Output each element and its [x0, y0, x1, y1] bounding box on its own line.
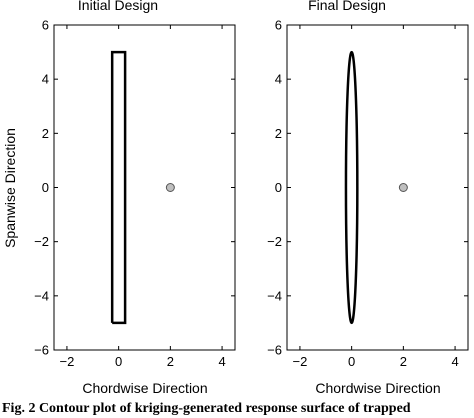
reference-point [398, 183, 408, 192]
x-tick-label: 0 [348, 354, 355, 369]
panel-final-design: Final Design −2 0 2 4 −6 −4 −2 0 2 4 6 Chordwise … [267, 0, 469, 396]
y-ticks: −6 −4 −2 0 2 4 6 [267, 18, 468, 358]
panel-title: Final Design [308, 0, 386, 13]
y-tick-label: −2 [267, 234, 282, 249]
x-tick-label: 0 [115, 354, 122, 369]
y-tick-label: 2 [275, 126, 282, 141]
y-tick-label: 0 [42, 180, 49, 195]
plot-frame [286, 24, 469, 351]
x-tick-label: 4 [451, 354, 458, 369]
y-tick-label: −6 [34, 343, 49, 358]
plot-marks [110, 50, 175, 325]
plot-frame [53, 24, 236, 351]
x-tick-label: 2 [400, 354, 407, 369]
x-tick-label: 4 [218, 354, 225, 369]
y-tick-label: 2 [42, 126, 49, 141]
x-tick-label: 2 [167, 354, 174, 369]
x-ticks: −2 0 2 4 [293, 25, 459, 369]
x-axis-label: Chordwise Direction [82, 380, 207, 396]
figure-caption: Fig. 2 Contour plot of kriging-generated… [2, 401, 411, 416]
panel-title: Initial Design [78, 0, 158, 13]
design-outline-rectangle [110, 50, 127, 325]
x-axis-label: Chordwise Direction [315, 380, 440, 396]
y-tick-label: 6 [275, 18, 282, 33]
panel-initial-design: Initial Design −2 0 2 4 −6 −4 −2 0 2 4 6 Chordwis… [2, 0, 236, 396]
y-tick-label: 6 [42, 18, 49, 33]
x-ticks: −2 0 2 4 [60, 25, 226, 369]
design-outline-ellipse [344, 50, 359, 325]
y-tick-label: 0 [275, 180, 282, 195]
y-tick-label: 4 [42, 72, 49, 87]
x-tick-label: −2 [60, 354, 75, 369]
y-tick-label: −6 [267, 343, 282, 358]
plot-marks [344, 50, 408, 325]
y-tick-label: 4 [275, 72, 282, 87]
reference-point [165, 183, 175, 192]
y-axis-label: Spanwise Direction [2, 128, 18, 248]
x-tick-label: −2 [293, 354, 308, 369]
y-tick-label: −4 [267, 288, 282, 303]
y-ticks: −6 −4 −2 0 2 4 6 [34, 18, 235, 358]
y-tick-label: −2 [34, 234, 49, 249]
y-tick-label: −4 [34, 288, 49, 303]
